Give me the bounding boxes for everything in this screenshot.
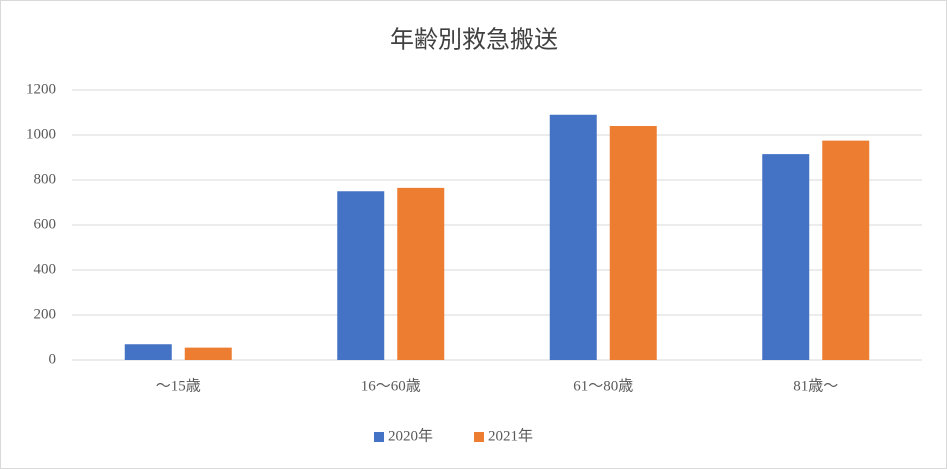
y-tick-label: 1200 xyxy=(26,81,56,97)
legend-swatch xyxy=(474,432,484,442)
y-tick-label: 200 xyxy=(34,306,57,322)
x-tick-label: 81歳～ xyxy=(793,377,838,394)
bar xyxy=(337,191,385,360)
bar xyxy=(822,140,870,360)
x-tick-label: 61～80歳 xyxy=(573,377,633,394)
bar xyxy=(184,347,232,360)
chart-title: 年齢別救急搬送 xyxy=(390,27,558,54)
y-tick-label: 1000 xyxy=(26,126,56,142)
y-tick-label: 0 xyxy=(49,351,57,367)
legend-label: 2020年 xyxy=(388,427,433,444)
x-tick-label: 16～60歳 xyxy=(361,377,421,394)
bar xyxy=(549,114,597,360)
bar xyxy=(762,154,810,360)
y-tick-label: 800 xyxy=(34,171,57,187)
y-tick-label: 600 xyxy=(34,216,57,232)
legend-label: 2021年 xyxy=(488,427,533,444)
bar xyxy=(124,344,172,360)
legend-swatch xyxy=(374,432,384,442)
bar xyxy=(397,187,445,360)
x-tick-label: ～15歳 xyxy=(156,377,201,394)
bar xyxy=(609,126,657,360)
y-tick-label: 400 xyxy=(34,261,57,277)
